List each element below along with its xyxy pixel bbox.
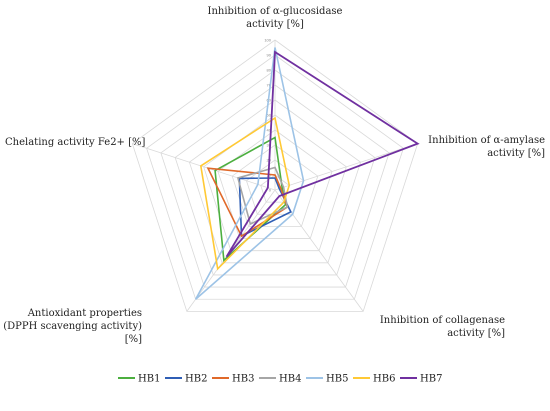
tick-label-30: 30 — [267, 143, 272, 148]
legend-label-hb3: HB3 — [232, 374, 254, 385]
axis-label-line: Antioxidant properties — [27, 308, 142, 319]
axis-label-2: Inhibition of α-amylase activity [%] — [428, 135, 545, 159]
series-line-hb7 — [225, 50, 420, 258]
legend-label-hb4: HB4 — [279, 374, 301, 385]
legend-label-hb6: HB6 — [373, 374, 395, 385]
series-line-hb5 — [194, 47, 305, 300]
axis-label-5: Chelating activity Fe2+ [%] — [5, 137, 146, 148]
legend-label-hb5: HB5 — [326, 374, 348, 385]
axis-label-line: (DPPH scavenging activity) — [3, 321, 142, 332]
axis-label-1: Inhibition of α-glucosidase activity [%] — [208, 6, 343, 30]
axis-label-3: Inhibition of collagenase activity [%] — [380, 315, 505, 339]
series-lines — [194, 47, 420, 300]
legend-label-hb2: HB2 — [185, 374, 207, 385]
series-line-hb6 — [199, 116, 291, 271]
axis-label-line: Chelating activity Fe2+ [%] — [5, 137, 146, 148]
tick-label-50: 50 — [267, 113, 272, 118]
grid-ring-70 — [174, 84, 376, 276]
tick-label-0: 0 — [269, 188, 272, 193]
axis-labels: Inhibition of α-glucosidase activity [%]I… — [3, 6, 545, 345]
grid-ring-100 — [131, 39, 419, 312]
axis-label-line: activity [%] — [487, 148, 545, 159]
legend-label-hb7: HB7 — [420, 374, 442, 385]
axis-label-line: Inhibition of α-amylase — [428, 135, 545, 146]
series-line-hb4 — [236, 166, 289, 226]
axis-label-4: Antioxidant properties (DPPH scavenging a… — [3, 308, 142, 345]
legend: HB1 HB2 HB3 HB4 HB5 HB6 HB7 — [118, 374, 442, 385]
axis-label-line: activity [%] — [447, 328, 505, 339]
axis-label-line: Inhibition of collagenase — [380, 315, 505, 326]
series-line-hb2 — [238, 177, 292, 238]
legend-label-hb1: HB1 — [138, 374, 160, 385]
tick-label-80: 80 — [267, 68, 272, 73]
tick-label-40: 40 — [267, 128, 272, 133]
axis-label-line: activity [%] — [246, 19, 304, 30]
tick-label-90: 90 — [267, 53, 272, 58]
grid-ring-50 — [203, 114, 347, 252]
grid-ring-60 — [188, 99, 362, 264]
axis-label-line: Inhibition of α-glucosidase — [208, 6, 343, 17]
axis-spoke-2 — [274, 143, 418, 191]
axis-spoke-5 — [132, 143, 276, 191]
grid-ring-90 — [146, 54, 404, 300]
axis-label-line: [%] — [125, 334, 142, 345]
tick-label-70: 70 — [267, 83, 272, 88]
tick-label-100: 100 — [264, 38, 271, 43]
grid-ring-80 — [160, 69, 390, 288]
